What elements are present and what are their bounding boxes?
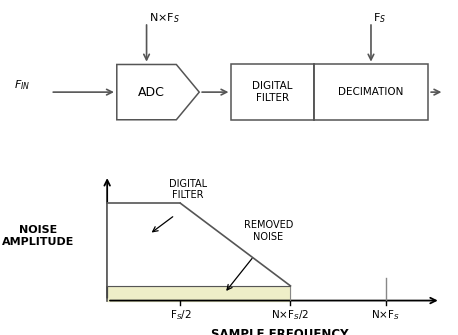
Text: $F_{IN}$: $F_{IN}$ (14, 78, 30, 92)
Text: N×F$_S$: N×F$_S$ (149, 11, 180, 25)
Polygon shape (107, 286, 290, 300)
Text: F$_S$: F$_S$ (373, 11, 387, 25)
Text: N×F$_S$: N×F$_S$ (371, 308, 400, 322)
Polygon shape (107, 203, 290, 286)
Text: SAMPLE FREQUENCY: SAMPLE FREQUENCY (211, 327, 348, 335)
Text: NOISE
AMPLITUDE: NOISE AMPLITUDE (2, 225, 75, 247)
Text: N×F$_S$/2: N×F$_S$/2 (271, 308, 310, 322)
FancyBboxPatch shape (314, 64, 428, 120)
Text: DECIMATION: DECIMATION (338, 87, 403, 97)
Text: F$_S$/2: F$_S$/2 (169, 308, 191, 322)
Text: DIGITAL
FILTER: DIGITAL FILTER (252, 81, 293, 103)
Text: DIGITAL
FILTER: DIGITAL FILTER (169, 179, 207, 200)
Text: REMOVED
NOISE: REMOVED NOISE (244, 220, 293, 242)
Polygon shape (117, 64, 199, 120)
FancyBboxPatch shape (231, 64, 314, 120)
Text: ADC: ADC (138, 86, 164, 98)
